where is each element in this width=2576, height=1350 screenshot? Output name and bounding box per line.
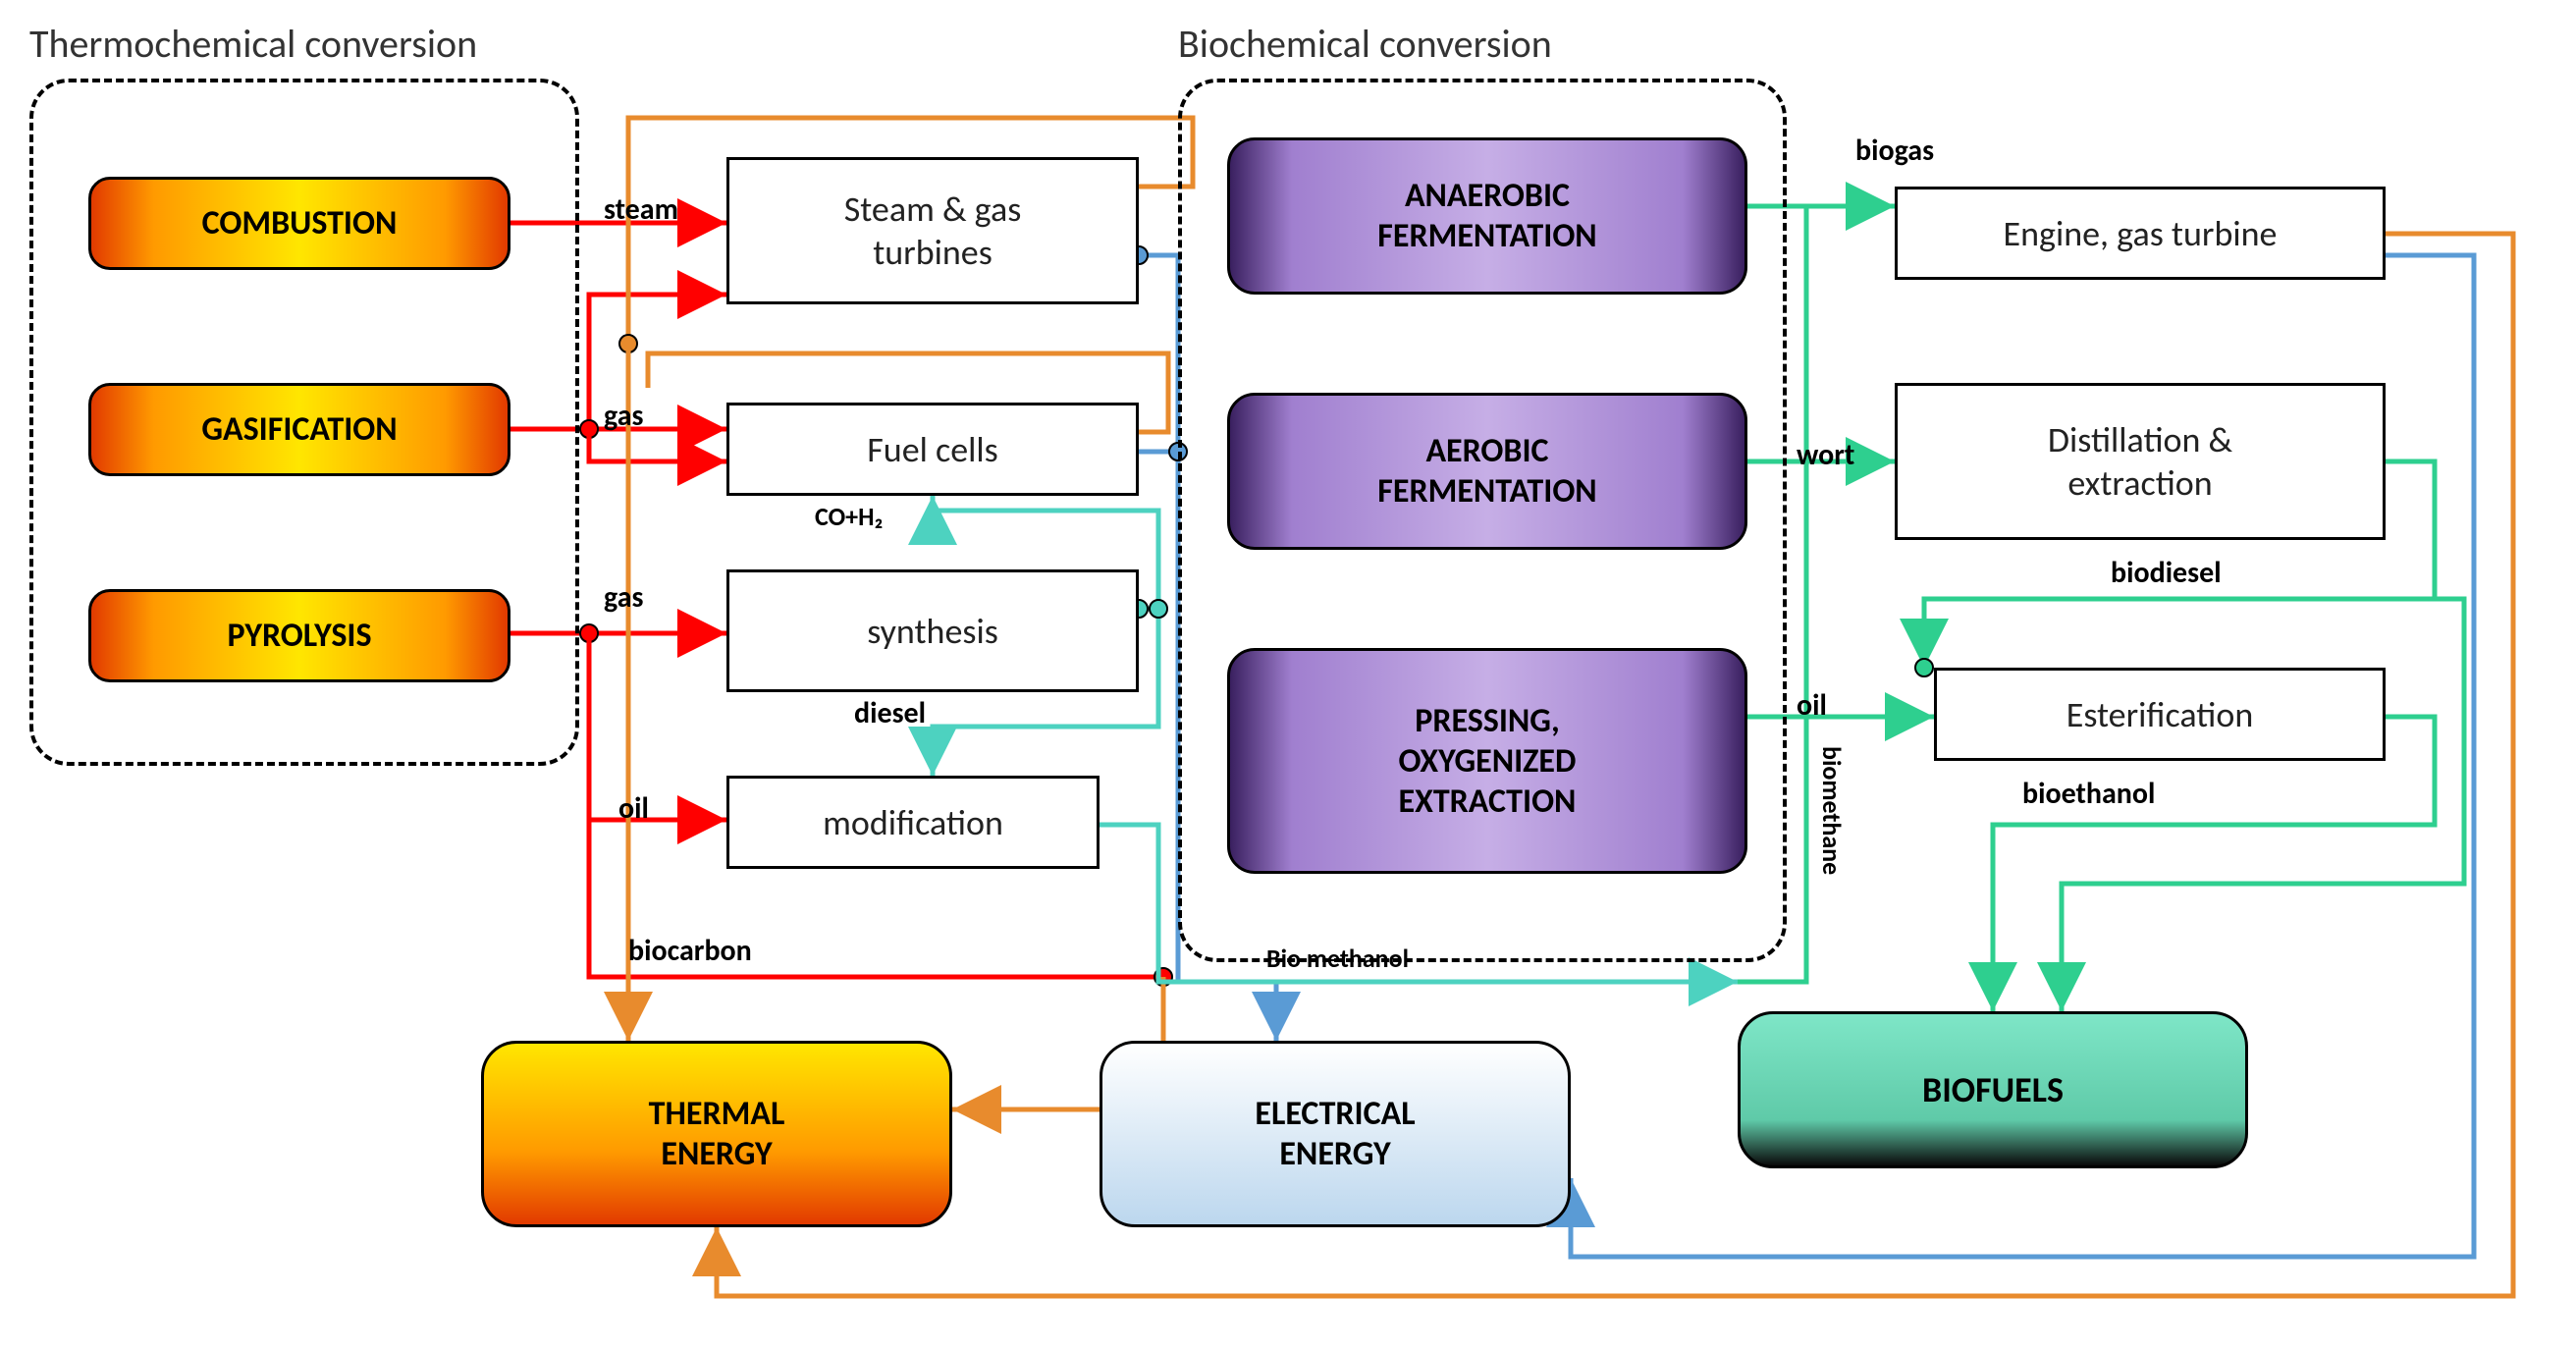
- diagram-canvas: Thermochemical conversion Biochemical co…: [0, 0, 2576, 1350]
- node-esterification-label: Esterification: [2057, 693, 2264, 736]
- label-diesel: diesel: [854, 695, 926, 731]
- node-biofuels-label: BIOFUELS: [1912, 1068, 2073, 1111]
- node-synthesis: synthesis: [726, 569, 1139, 692]
- node-combustion-label: COMBUSTION: [192, 203, 407, 243]
- label-oil1: oil: [618, 790, 649, 827]
- node-synthesis-label: synthesis: [857, 610, 1008, 653]
- node-pyrolysis: PYROLYSIS: [88, 589, 510, 682]
- biochem-label: Biochemical conversion: [1178, 20, 1552, 68]
- node-fuel-cells-label: Fuel cells: [857, 428, 1008, 471]
- node-gasification-label: GASIFICATION: [191, 409, 406, 450]
- node-distillation: Distillation &extraction: [1895, 383, 2386, 540]
- node-pressing-label: PRESSING,OXYGENIZEDEXTRACTION: [1389, 701, 1586, 822]
- label-biomethanol: Bio methanol: [1266, 943, 1409, 974]
- label-biomethane: biomethane: [1816, 746, 1848, 875]
- label-biodiesel: biodiesel: [2111, 555, 2222, 591]
- node-engine-label: Engine, gas turbine: [1994, 212, 2287, 255]
- node-modification: modification: [726, 776, 1100, 869]
- node-steam-turbines: Steam & gasturbines: [726, 157, 1139, 304]
- node-fuel-cells: Fuel cells: [726, 403, 1139, 496]
- node-combustion: COMBUSTION: [88, 177, 510, 270]
- node-thermal-energy: THERMALENERGY: [481, 1041, 952, 1227]
- node-pyrolysis-label: PYROLYSIS: [217, 616, 381, 656]
- label-gas2: gas: [604, 579, 644, 616]
- node-esterification: Esterification: [1934, 668, 2386, 761]
- label-gas1: gas: [604, 398, 644, 434]
- label-wort: wort: [1797, 437, 1854, 473]
- node-distillation-label: Distillation &extraction: [2038, 418, 2242, 505]
- node-electrical-energy: ELECTRICALENERGY: [1100, 1041, 1571, 1227]
- thermo-label: Thermochemical conversion: [29, 20, 477, 68]
- node-modification-label: modification: [813, 801, 1013, 844]
- label-biocarbon: biocarbon: [628, 933, 752, 969]
- label-coh2: CO+H₂: [815, 501, 883, 532]
- label-bioethanol: bioethanol: [2022, 776, 2155, 812]
- node-engine: Engine, gas turbine: [1895, 187, 2386, 280]
- node-pressing: PRESSING,OXYGENIZEDEXTRACTION: [1227, 648, 1747, 874]
- node-anaerobic-label: ANAEROBICFERMENTATION: [1368, 176, 1606, 256]
- node-aerobic-label: AEROBICFERMENTATION: [1368, 431, 1606, 512]
- node-biofuels: BIOFUELS: [1738, 1011, 2248, 1168]
- node-electrical-label: ELECTRICALENERGY: [1245, 1094, 1424, 1174]
- label-oil2: oil: [1797, 687, 1827, 724]
- node-aerobic: AEROBICFERMENTATION: [1227, 393, 1747, 550]
- node-steam-turbines-label: Steam & gasturbines: [834, 188, 1032, 274]
- label-steam: steam: [604, 191, 678, 228]
- node-thermal-label: THERMALENERGY: [639, 1094, 795, 1174]
- label-biogas: biogas: [1855, 133, 1934, 169]
- node-gasification: GASIFICATION: [88, 383, 510, 476]
- node-anaerobic: ANAEROBICFERMENTATION: [1227, 137, 1747, 295]
